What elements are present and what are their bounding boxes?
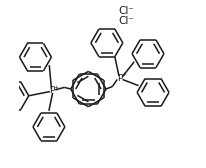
Text: +: +	[121, 72, 126, 77]
Text: P: P	[49, 86, 55, 95]
Text: P: P	[117, 74, 122, 83]
Text: +: +	[53, 85, 58, 90]
Text: Cl⁻: Cl⁻	[118, 6, 133, 16]
Text: Cl⁻: Cl⁻	[118, 16, 133, 26]
